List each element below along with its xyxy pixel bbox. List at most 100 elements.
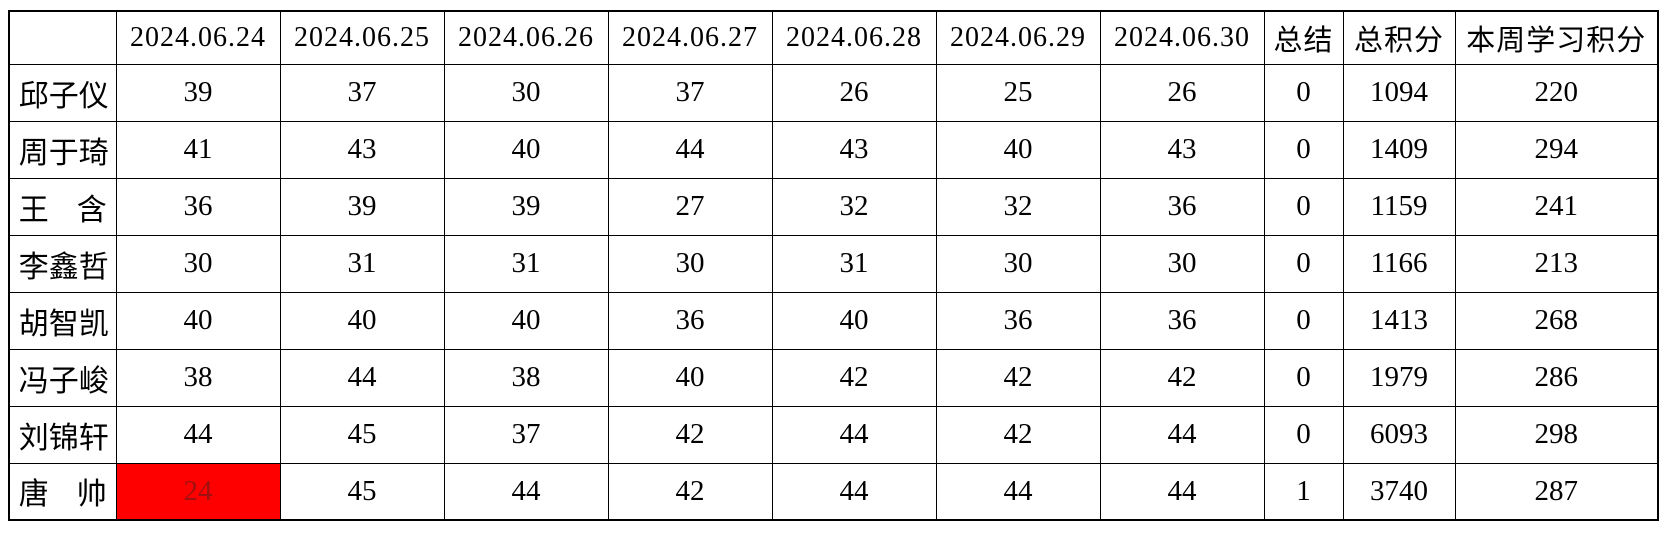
score-cell[interactable]: 38 [443,348,609,407]
score-cell[interactable]: 32 [771,177,937,236]
score-cell[interactable]: 37 [279,63,445,122]
date-header-7[interactable]: 2024.06.30 [1099,10,1265,65]
score-cell[interactable]: 44 [771,405,937,464]
score-cell[interactable]: 39 [115,63,281,122]
score-cell[interactable]: 42 [935,348,1101,407]
score-cell[interactable]: 41 [115,120,281,179]
score-cell[interactable]: 30 [115,234,281,293]
total-points-cell[interactable]: 1166 [1342,234,1456,293]
week-points-cell[interactable]: 298 [1454,405,1659,464]
week-points-header[interactable]: 本周学习积分 [1454,10,1659,65]
score-cell[interactable]: 31 [771,234,937,293]
score-cell[interactable]: 31 [279,234,445,293]
score-cell[interactable]: 30 [443,63,609,122]
score-cell[interactable]: 45 [279,462,445,521]
week-points-cell[interactable]: 213 [1454,234,1659,293]
score-cell[interactable]: 36 [115,177,281,236]
total-points-cell[interactable]: 1094 [1342,63,1456,122]
week-points-cell[interactable]: 241 [1454,177,1659,236]
score-cell[interactable]: 40 [443,120,609,179]
date-header-5[interactable]: 2024.06.28 [771,10,937,65]
student-name-cell[interactable]: 王含 [8,177,117,236]
score-cell[interactable]: 30 [1099,234,1265,293]
score-cell[interactable]: 31 [443,234,609,293]
score-cell[interactable]: 40 [443,291,609,350]
score-cell[interactable]: 36 [607,291,773,350]
score-cell[interactable]: 44 [443,462,609,521]
score-cell[interactable]: 42 [935,405,1101,464]
student-name-cell[interactable]: 唐帅 [8,462,117,521]
score-cell[interactable]: 36 [1099,291,1265,350]
score-cell[interactable]: 44 [115,405,281,464]
score-cell[interactable]: 44 [935,462,1101,521]
corner-cell[interactable] [8,10,117,65]
student-name-cell[interactable]: 冯子峻 [8,348,117,407]
total-points-cell[interactable]: 3740 [1342,462,1456,521]
total-points-cell[interactable]: 1409 [1342,120,1456,179]
score-cell[interactable]: 44 [771,462,937,521]
summary-cell[interactable]: 1 [1263,462,1344,521]
score-cell[interactable]: 37 [443,405,609,464]
score-cell[interactable]: 39 [279,177,445,236]
score-cell[interactable]: 36 [1099,177,1265,236]
score-cell[interactable]: 39 [443,177,609,236]
score-cell[interactable]: 38 [115,348,281,407]
score-cell[interactable]: 36 [935,291,1101,350]
total-points-cell[interactable]: 1413 [1342,291,1456,350]
score-cell[interactable]: 43 [771,120,937,179]
student-name-cell[interactable]: 胡智凯 [8,291,117,350]
date-header-2[interactable]: 2024.06.25 [279,10,445,65]
summary-cell[interactable]: 0 [1263,177,1344,236]
score-cell[interactable]: 44 [1099,462,1265,521]
score-cell[interactable]: 43 [1099,120,1265,179]
date-header-1[interactable]: 2024.06.24 [115,10,281,65]
week-points-cell[interactable]: 220 [1454,63,1659,122]
score-cell[interactable]: 40 [771,291,937,350]
student-name-cell[interactable]: 刘锦轩 [8,405,117,464]
summary-cell[interactable]: 0 [1263,405,1344,464]
score-cell[interactable]: 26 [771,63,937,122]
week-points-cell[interactable]: 268 [1454,291,1659,350]
student-name-cell[interactable]: 李鑫哲 [8,234,117,293]
total-points-cell[interactable]: 6093 [1342,405,1456,464]
week-points-cell[interactable]: 287 [1454,462,1659,521]
score-cell[interactable]: 42 [607,462,773,521]
total-points-cell[interactable]: 1159 [1342,177,1456,236]
date-header-6[interactable]: 2024.06.29 [935,10,1101,65]
score-cell[interactable]: 27 [607,177,773,236]
student-name-cell[interactable]: 周于琦 [8,120,117,179]
score-cell[interactable]: 44 [279,348,445,407]
week-points-cell[interactable]: 286 [1454,348,1659,407]
summary-cell[interactable]: 0 [1263,234,1344,293]
total-points-cell[interactable]: 1979 [1342,348,1456,407]
score-cell[interactable]: 37 [607,63,773,122]
summary-cell[interactable]: 0 [1263,348,1344,407]
score-cell[interactable]: 26 [1099,63,1265,122]
score-cell[interactable]: 25 [935,63,1101,122]
summary-cell[interactable]: 0 [1263,291,1344,350]
score-cell[interactable]: 40 [279,291,445,350]
score-cell[interactable]: 44 [607,120,773,179]
date-header-3[interactable]: 2024.06.26 [443,10,609,65]
score-cell[interactable]: 40 [935,120,1101,179]
score-cell[interactable]: 40 [115,291,281,350]
highlighted-score-cell[interactable]: 24 [115,462,281,521]
table-header: 2024.06.24 2024.06.25 2024.06.26 2024.06… [8,10,1659,65]
summary-header[interactable]: 总结 [1263,10,1344,65]
score-cell[interactable]: 42 [771,348,937,407]
date-header-4[interactable]: 2024.06.27 [607,10,773,65]
week-points-cell[interactable]: 294 [1454,120,1659,179]
score-cell[interactable]: 30 [607,234,773,293]
score-cell[interactable]: 44 [1099,405,1265,464]
score-cell[interactable]: 32 [935,177,1101,236]
score-cell[interactable]: 43 [279,120,445,179]
summary-cell[interactable]: 0 [1263,120,1344,179]
total-points-header[interactable]: 总积分 [1342,10,1456,65]
student-name-cell[interactable]: 邱子仪 [8,63,117,122]
score-cell[interactable]: 45 [279,405,445,464]
score-cell[interactable]: 42 [1099,348,1265,407]
score-cell[interactable]: 42 [607,405,773,464]
summary-cell[interactable]: 0 [1263,63,1344,122]
score-cell[interactable]: 40 [607,348,773,407]
score-cell[interactable]: 30 [935,234,1101,293]
